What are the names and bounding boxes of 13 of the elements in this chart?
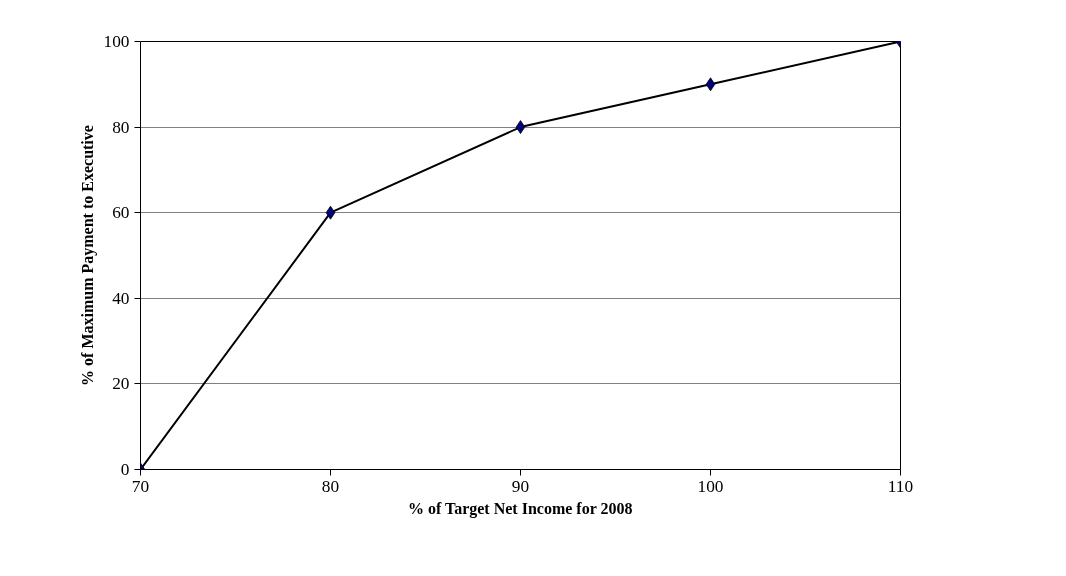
x-tick-label: 70 (131, 476, 150, 496)
x-tick-label: 80 (321, 476, 340, 496)
y-tick-label: 100 (103, 32, 130, 51)
y-tick-label: 40 (112, 288, 130, 308)
x-axis-title: % of Target Net Income for 2008 (407, 499, 633, 518)
y-tick-label: 20 (112, 374, 130, 394)
y-tick-label: 80 (112, 117, 130, 137)
x-tick-label: 100 (697, 476, 724, 496)
y-axis-title: % of Maximum Payment to Executive (78, 125, 97, 386)
x-tick-label: 90 (511, 476, 530, 496)
y-tick-label: 0 (120, 460, 130, 479)
y-tick-label: 60 (112, 203, 130, 223)
x-tick-label: 110 (887, 476, 914, 496)
